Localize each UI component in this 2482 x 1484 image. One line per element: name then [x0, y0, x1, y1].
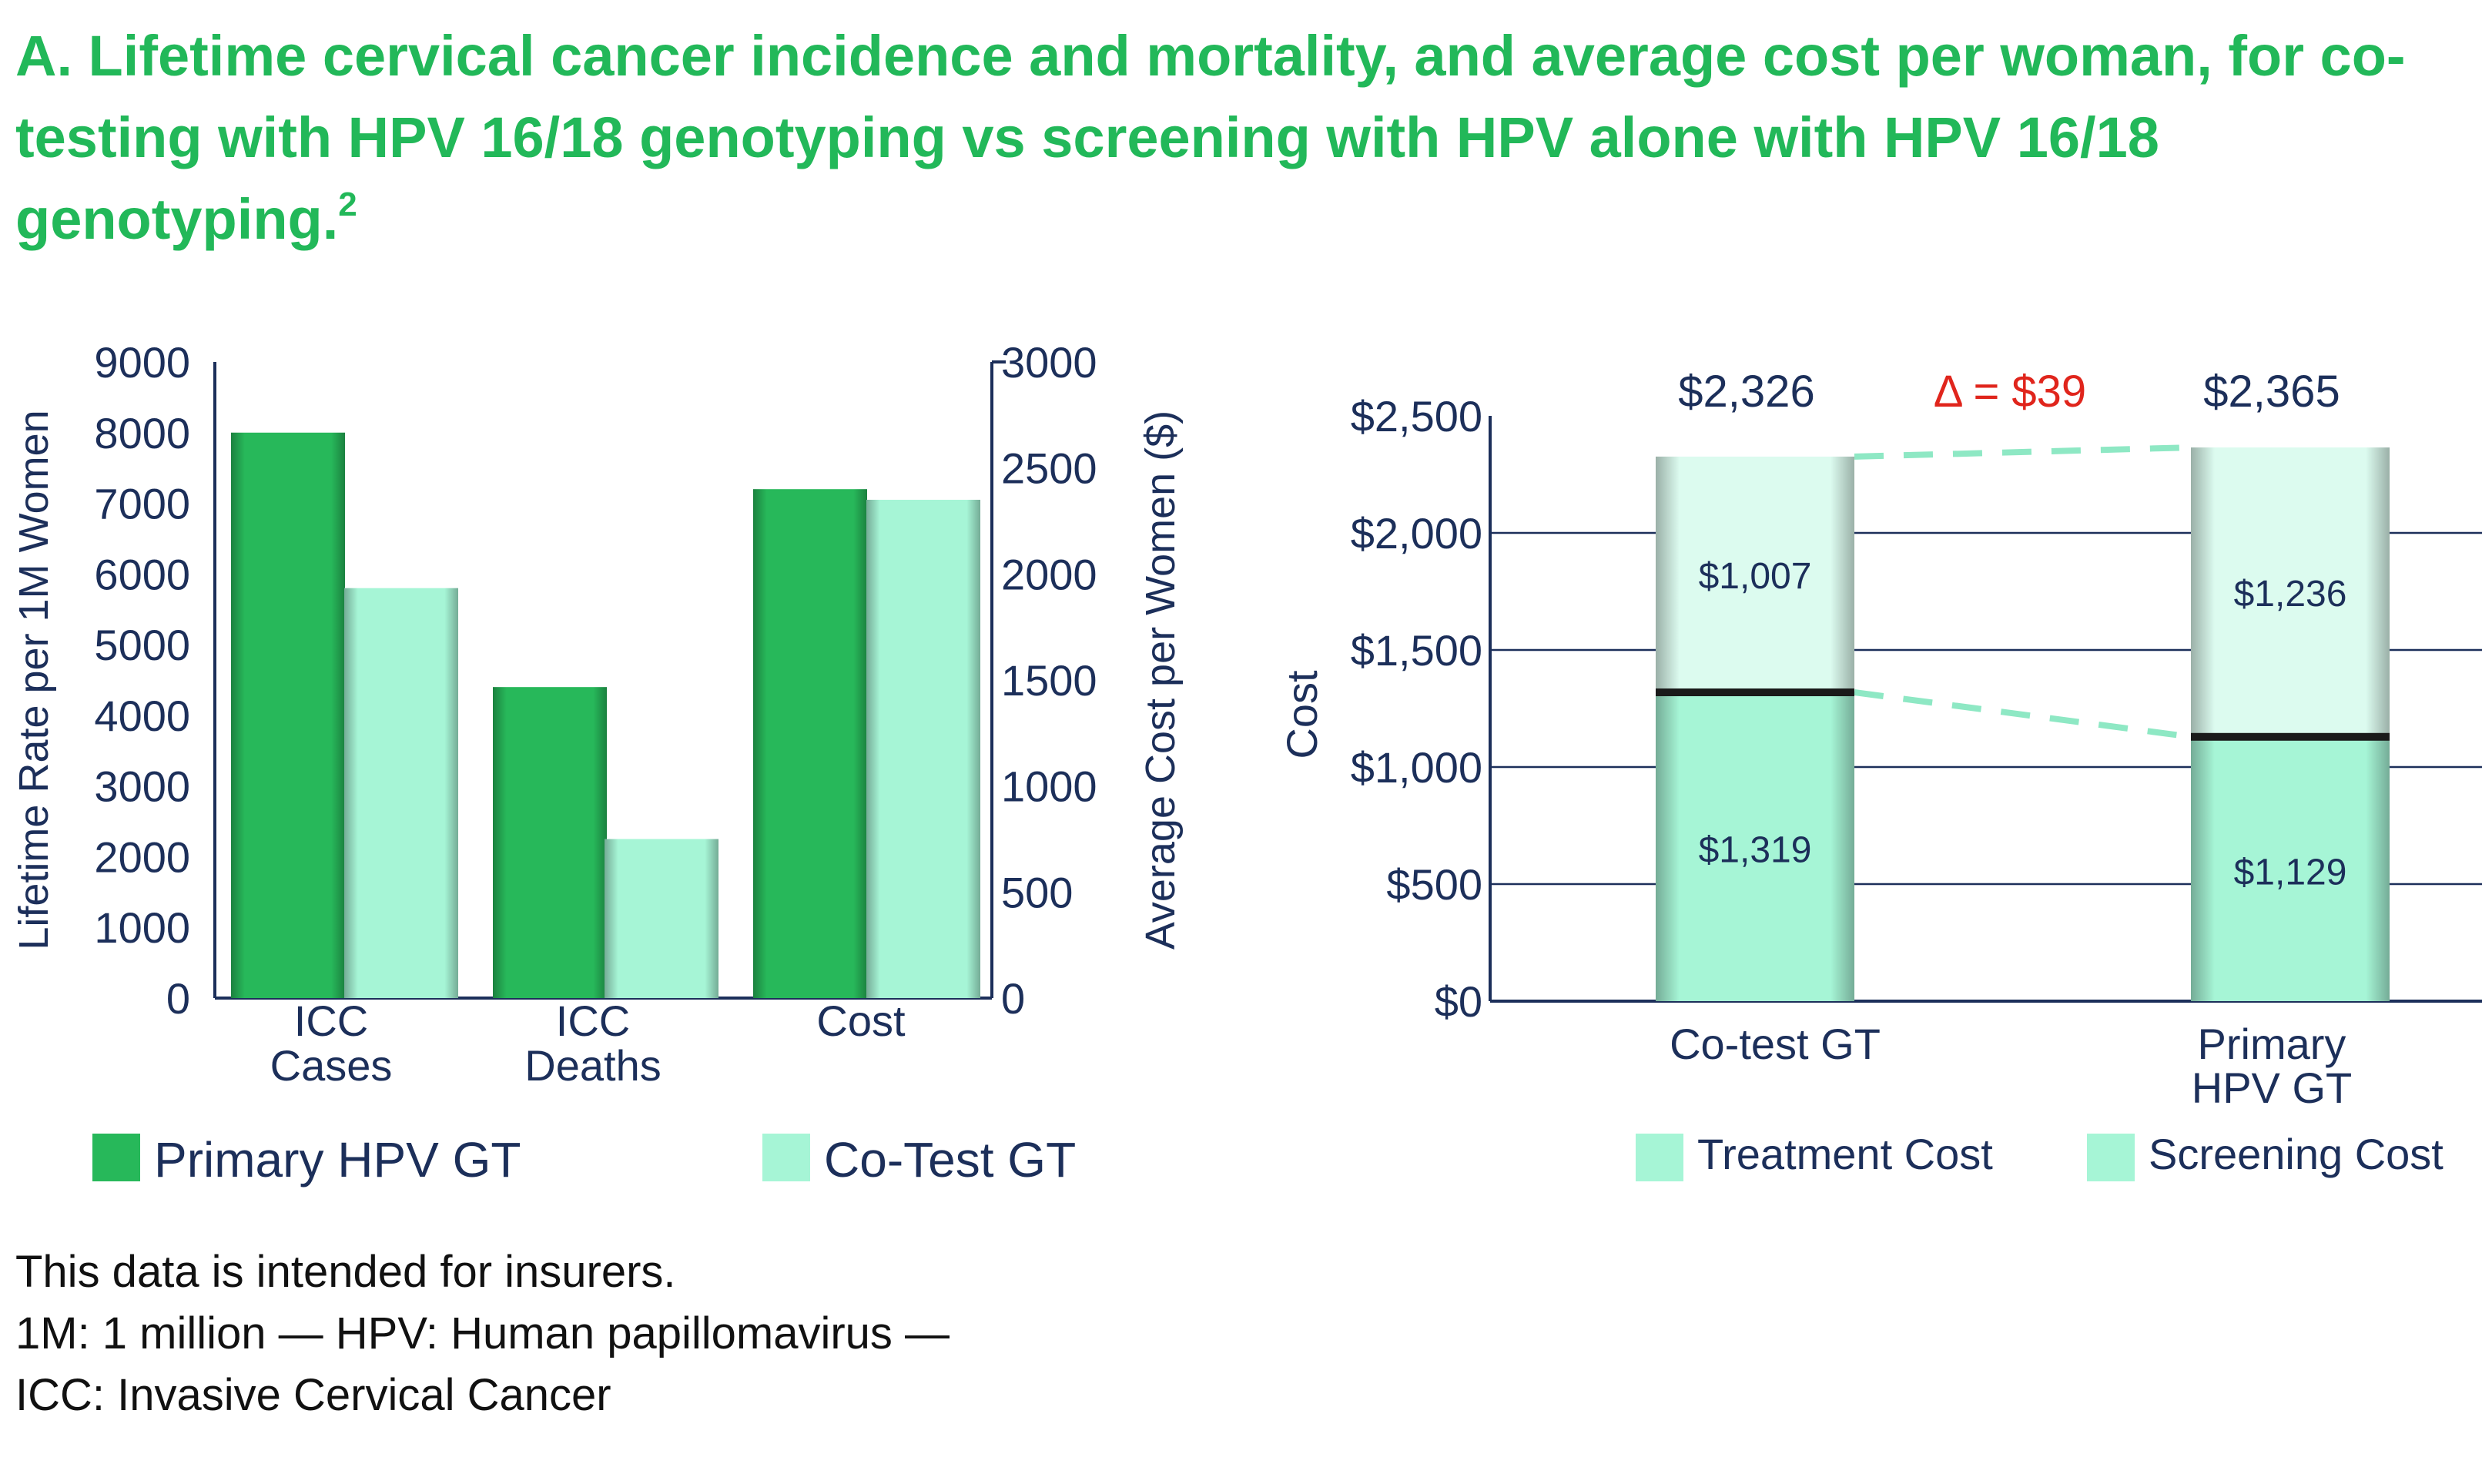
- x-category-label-line: Deaths: [524, 1041, 661, 1090]
- bar-treatment-cost: [2191, 736, 2390, 1001]
- right-y-tick-label: 1000: [1001, 762, 1097, 811]
- bar-primary-hpv-gt: [493, 687, 607, 998]
- treatment-cost-value-label: $1,129: [2234, 852, 2347, 893]
- x-category-label-line: Cost: [816, 997, 906, 1045]
- footnote-audience: This data is intended for insurers.: [15, 1247, 676, 1297]
- legend-swatch-treatment-cost: [1636, 1134, 1683, 1181]
- bar-screening-cost-shade: [2191, 447, 2390, 737]
- left-y-axis-label: Lifetime Rate per 1M Women: [11, 410, 57, 950]
- y-tick-label: $2,500: [1351, 392, 1482, 441]
- treatment-cost-value-label: $1,319: [1699, 830, 1812, 871]
- right-stacked-chart: $0 $500 $1,000 $1,500 $2,000 $2,500 Cost $1,319…: [1278, 367, 2482, 1181]
- left-y-tick-label: 0: [166, 974, 190, 1023]
- bar-primary-hpv-gt-shade: [493, 687, 607, 998]
- right-y-tick-label: 0: [1001, 974, 1025, 1023]
- chart-title: A. Lifetime cervical cancer incidence an…: [15, 15, 2464, 260]
- bar-primary-hpv-gt: [231, 432, 345, 998]
- bar-co-test-gt: [866, 499, 980, 998]
- x-category-label-line: Co-test GT: [1670, 1020, 1881, 1068]
- x-category-label: Cost: [816, 997, 906, 1045]
- legend-label-primary-hpv-gt: Primary HPV GT: [154, 1132, 521, 1188]
- bar-co-test-gt-shade: [344, 588, 458, 998]
- x-category-label: ICC Cases: [270, 997, 393, 1090]
- right-y-tick-label: 2500: [1001, 444, 1097, 493]
- x-category-label-line: HPV GT: [2192, 1064, 2352, 1112]
- x-category-label: Co-test GT: [1670, 1020, 1881, 1068]
- bar-screening-cost: [1656, 456, 1854, 693]
- right-y-tick-label: 2000: [1001, 550, 1097, 598]
- y-tick-label: $1,000: [1351, 743, 1482, 792]
- x-category-label-line: ICC: [556, 997, 630, 1045]
- right-y-axis-label: Average Cost per Women ($): [1137, 410, 1184, 950]
- legend-label-treatment-cost: Treatment Cost: [1697, 1130, 1993, 1178]
- y-tick-label: $0: [1435, 977, 1482, 1026]
- bar-treatment-cost: [1656, 692, 1854, 1001]
- left-bar-chart: 0 1000 2000 3000 4000 5000 6000 7000 8000 9000 0 50…: [11, 338, 1184, 1188]
- footnote-abbrev-1: 1M: 1 million — HPV: Human papillomaviru…: [15, 1308, 950, 1358]
- left-y-tick-label: 1000: [94, 903, 190, 952]
- treatment-connector-dashed-line: [1854, 689, 2192, 740]
- bar-primary-hpv-gt-shade: [231, 432, 345, 998]
- legend-label-co-test-gt: Co-Test GT: [824, 1132, 1076, 1188]
- x-category-label-line: ICC: [294, 997, 368, 1045]
- chart-title-text: A. Lifetime cervical cancer incidence an…: [15, 24, 2406, 251]
- bar-co-test-gt: [344, 588, 458, 998]
- left-y-tick-label: 8000: [94, 409, 190, 457]
- right-y-tick-label: 1500: [1001, 656, 1097, 705]
- total-connector-dashed-line: [1854, 444, 2192, 460]
- right-y-tick-label: 3000: [1001, 338, 1097, 387]
- x-category-label-line: Primary: [2198, 1020, 2346, 1068]
- bar-primary-hpv-gt-shade: [753, 489, 867, 998]
- segment-divider: [1656, 688, 1854, 697]
- legend-swatch-primary-hpv-gt: [92, 1134, 140, 1181]
- bar-screening-cost-shade: [1656, 456, 1854, 693]
- bar-primary-hpv-gt: [753, 489, 867, 998]
- y-axis-label: Cost: [1278, 670, 1326, 759]
- bar-co-test-gt: [605, 839, 718, 998]
- screening-cost-value-label: $1,007: [1699, 556, 1812, 597]
- delta-annotation: Δ = $39: [1934, 367, 2086, 417]
- left-y-tick-label: 5000: [94, 621, 190, 669]
- x-category-label: ICC Deaths: [524, 997, 661, 1090]
- left-y-tick-label: 4000: [94, 692, 190, 740]
- left-y-tick-label: 6000: [94, 550, 190, 598]
- bar-co-test-gt-shade: [866, 499, 980, 998]
- left-y-tick-label: 9000: [94, 338, 190, 387]
- x-category-label-line: Cases: [270, 1041, 393, 1090]
- legend-swatch-screening-cost: [2087, 1134, 2135, 1181]
- segment-divider: [2191, 732, 2390, 741]
- total-label: $2,365: [2203, 367, 2340, 417]
- bar-treatment-cost-shade: [1656, 692, 1854, 1001]
- y-tick-label: $1,500: [1351, 626, 1482, 675]
- right-y-tick-label: 500: [1001, 868, 1073, 916]
- reference-superscript: 2: [338, 186, 357, 223]
- bar-treatment-cost-shade: [2191, 736, 2390, 1001]
- bar-screening-cost: [2191, 447, 2390, 737]
- legend-swatch-co-test-gt: [762, 1134, 810, 1181]
- left-y-tick-label: 3000: [94, 762, 190, 811]
- left-y-tick-label: 2000: [94, 832, 190, 881]
- left-y-tick-label: 7000: [94, 480, 190, 528]
- x-category-label: Primary HPV GT: [2192, 1020, 2352, 1112]
- y-tick-label: $500: [1386, 860, 1482, 909]
- legend-label-screening-cost: Screening Cost: [2149, 1130, 2443, 1178]
- total-label: $2,326: [1678, 367, 1814, 417]
- y-tick-label: $2,000: [1351, 509, 1482, 558]
- screening-cost-value-label: $1,236: [2234, 574, 2347, 615]
- bar-co-test-gt-shade: [605, 839, 718, 998]
- footnote-abbrev-2: ICC: Invasive Cervical Cancer: [15, 1370, 611, 1420]
- footnotes: This data is intended for insurers. 1M: …: [15, 1241, 1171, 1426]
